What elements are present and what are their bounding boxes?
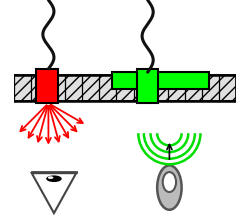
Bar	[137, 69, 158, 103]
Bar	[14, 75, 236, 101]
Ellipse shape	[163, 172, 176, 192]
Bar	[36, 69, 59, 103]
Ellipse shape	[48, 176, 54, 179]
Ellipse shape	[46, 175, 62, 182]
Ellipse shape	[157, 165, 182, 210]
Bar	[112, 72, 209, 89]
